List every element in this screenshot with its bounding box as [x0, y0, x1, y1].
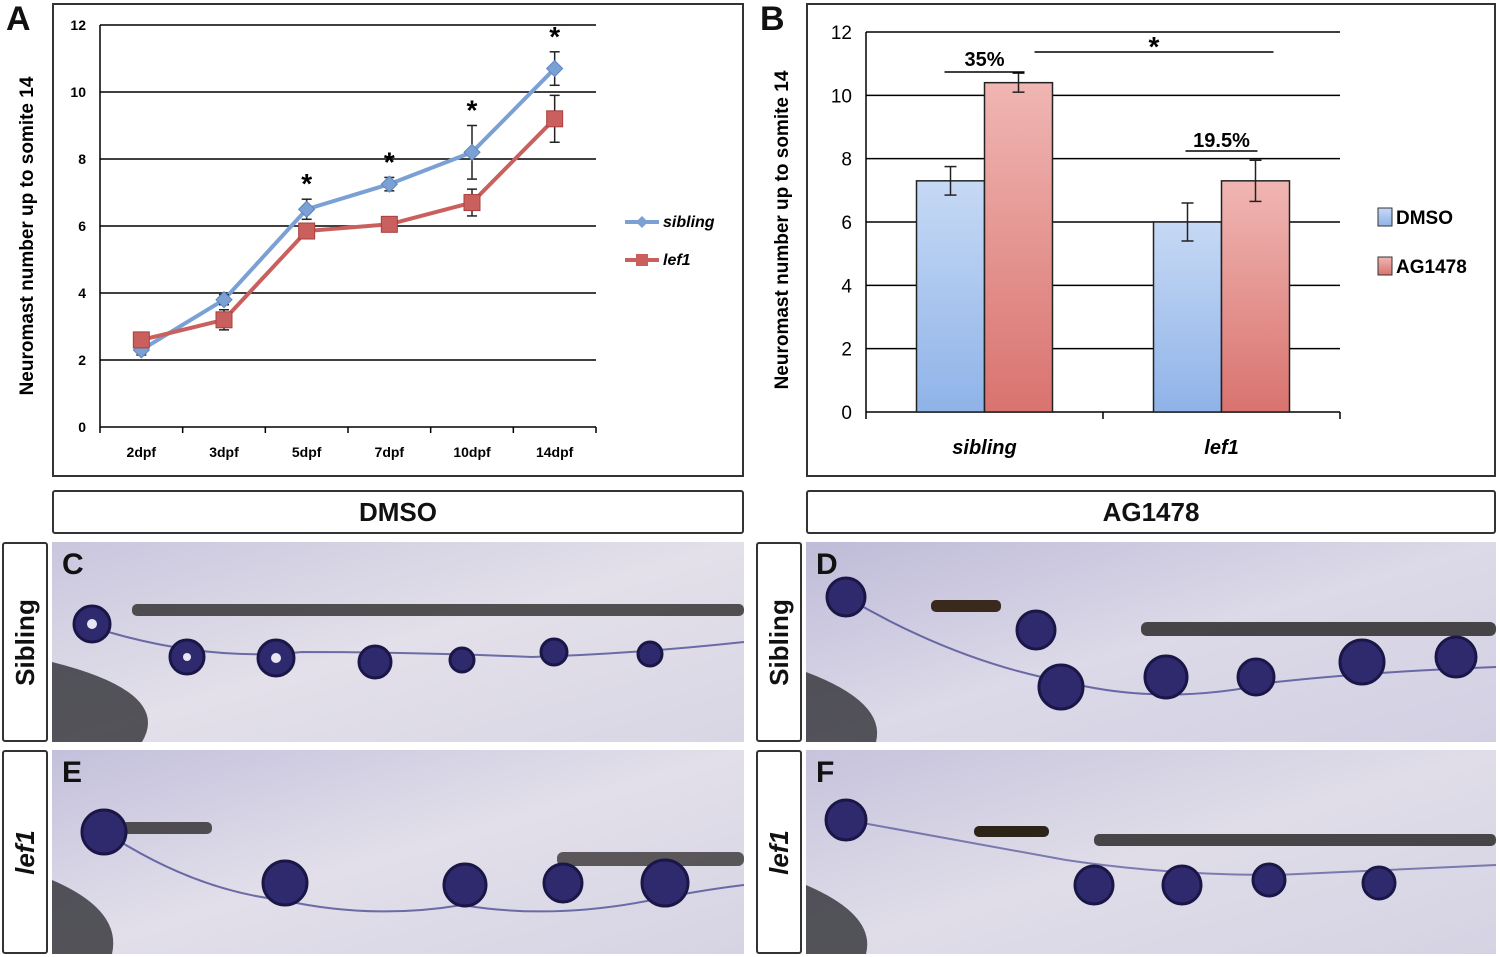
x-tick-label-a: 2dpf — [127, 444, 157, 460]
y-axis-label-a: Neuromast number up to somite 14 — [17, 76, 38, 395]
point-sibling — [545, 59, 564, 78]
micrograph-f-image — [806, 750, 1496, 954]
x-tick-label-a: 7dpf — [375, 444, 405, 460]
point-lef1 — [298, 222, 316, 240]
y-tick-label-a: 0 — [78, 419, 86, 435]
header-ag1478: AG1478 — [806, 490, 1496, 534]
legend-swatch-AG1478 — [1377, 256, 1393, 276]
row-label-sibling-left-text: Sibling — [9, 598, 40, 686]
point-sibling — [215, 290, 233, 309]
bar-DMSO-lef1 — [1152, 221, 1223, 413]
y-tick-label-a: 12 — [70, 17, 86, 33]
y-tick-label-b: 10 — [831, 86, 852, 107]
micrograph-e-letter: E — [62, 756, 83, 789]
point-lef1 — [463, 194, 481, 212]
bar-DMSO-sibling — [915, 180, 986, 413]
row-label-lef1-left-text: lef1 — [9, 829, 40, 875]
header-dmso: DMSO — [52, 490, 744, 534]
micrograph-d-letter: D — [816, 548, 838, 581]
x-tick-label-a: 3dpf — [209, 444, 239, 460]
legend-label-sibling: sibling — [663, 214, 715, 231]
y-tick-label-b: 4 — [841, 276, 852, 297]
significance-marker-b: * — [1149, 31, 1160, 62]
x-tick-label-a: 5dpf — [292, 444, 322, 460]
y-tick-label-b: 12 — [831, 23, 852, 44]
micrograph-f: F — [806, 750, 1496, 954]
point-lef1 — [132, 331, 150, 349]
x-tick-label-b: sibling — [952, 437, 1016, 459]
bar-AG1478-sibling — [983, 81, 1054, 413]
bar-AG1478-lef1 — [1220, 180, 1291, 413]
y-tick-label-a: 8 — [78, 151, 86, 167]
row-label-sibling-left: Sibling — [2, 542, 48, 742]
point-sibling — [297, 200, 316, 218]
significance-marker-a: * — [549, 21, 560, 52]
y-tick-label-b: 6 — [841, 213, 852, 234]
annotation-sibling-pct: 35% — [964, 49, 1004, 71]
significance-marker-a: * — [384, 146, 395, 177]
legend-label-DMSO: DMSO — [1396, 208, 1453, 229]
y-axis-label-b: Neuromast number up to somite 14 — [772, 70, 793, 389]
y-tick-label-a: 10 — [70, 84, 86, 100]
legend-marker-sibling — [636, 216, 648, 228]
y-tick-label-a: 2 — [78, 352, 86, 368]
micrograph-c-image — [52, 542, 744, 742]
significance-marker-a: * — [467, 95, 478, 126]
micrograph-c-letter: C — [62, 548, 84, 581]
y-tick-label-a: 4 — [78, 285, 86, 301]
x-tick-label-a: 10dpf — [453, 444, 491, 460]
row-label-sibling-right-text: Sibling — [763, 598, 794, 686]
legend-label-lef1: lef1 — [663, 252, 691, 269]
y-tick-label-a: 6 — [78, 218, 86, 234]
micrograph-f-letter: F — [816, 756, 835, 789]
row-label-lef1-right: lef1 — [756, 750, 802, 954]
annotation-lef1-pct: 19.5% — [1193, 130, 1250, 152]
significance-marker-a: * — [301, 168, 312, 199]
row-label-lef1-left: lef1 — [2, 750, 48, 954]
y-tick-label-b: 0 — [841, 403, 852, 424]
legend-swatch-DMSO — [1377, 207, 1393, 227]
micrograph-e: E — [52, 750, 744, 954]
row-label-lef1-right-text: lef1 — [763, 829, 794, 875]
panel-letter-a: A — [6, 0, 31, 38]
y-tick-label-b: 2 — [841, 340, 852, 361]
point-lef1 — [546, 110, 564, 128]
y-tick-label-b: 8 — [841, 150, 852, 171]
legend-label-AG1478: AG1478 — [1396, 257, 1467, 278]
x-tick-label-b: lef1 — [1204, 437, 1238, 459]
panel-letter-b: B — [760, 0, 785, 38]
micrograph-e-image — [52, 750, 744, 954]
micrograph-d-image — [806, 542, 1496, 742]
micrograph-c: C — [52, 542, 744, 742]
point-lef1 — [215, 311, 233, 329]
point-lef1 — [380, 215, 398, 233]
series-line-sibling — [140, 67, 557, 352]
micrograph-d: D — [806, 542, 1496, 742]
x-tick-label-a: 14dpf — [536, 444, 574, 460]
chart-a-frame — [52, 3, 744, 477]
series-line-lef1 — [140, 117, 557, 342]
point-sibling — [380, 175, 399, 193]
point-sibling — [463, 143, 481, 162]
row-label-sibling-right: Sibling — [756, 542, 802, 742]
legend-marker-lef1 — [636, 254, 648, 266]
